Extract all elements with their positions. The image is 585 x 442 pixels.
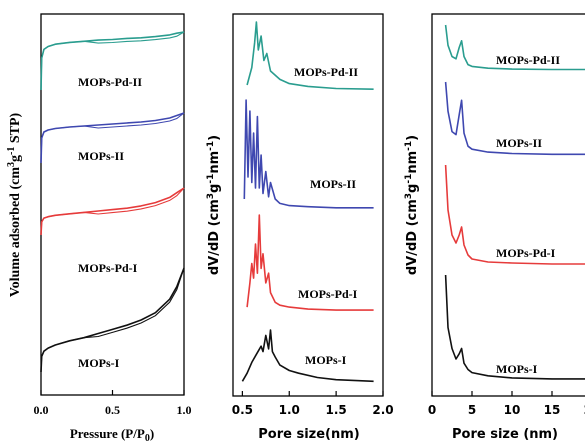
x-tick-label: 1.0 xyxy=(279,403,300,417)
series-label: MOPs-I xyxy=(305,353,347,367)
x-tick-label: 20 xyxy=(584,403,585,417)
x-tick-label: 5 xyxy=(468,403,476,417)
plot-frame xyxy=(232,13,384,397)
series-layer xyxy=(444,24,585,380)
x-tick-label: 2.0 xyxy=(372,403,393,417)
x-tick-label: 0.5 xyxy=(105,403,120,417)
x-tick-label: 1.5 xyxy=(325,403,346,417)
x-tick-label: 0 xyxy=(428,403,436,417)
series-label: MOPs-II xyxy=(78,149,124,163)
series-line xyxy=(246,21,374,90)
x-tick-label: 15 xyxy=(544,403,561,417)
series-line xyxy=(40,187,185,236)
plot-frame xyxy=(431,13,585,397)
x-tick-label: 0.5 xyxy=(232,403,253,417)
series-line-desorption xyxy=(40,31,185,91)
series-label: MOPs-I xyxy=(78,356,120,370)
series-label: MOPs-Pd-II xyxy=(496,53,560,67)
y-axis-title: dV/dD (cm3g-1nm-1) xyxy=(404,135,420,275)
series-label: MOPs-Pd-I xyxy=(78,261,138,275)
series-line xyxy=(241,329,374,383)
series-layer xyxy=(40,31,185,373)
x-axis-title: Pressure (P/P0) xyxy=(70,426,154,442)
series-line xyxy=(444,164,585,265)
x-axis-title: Pore size(nm) xyxy=(258,427,359,442)
series-line-desorption xyxy=(40,267,185,373)
series-line-desorption xyxy=(40,112,185,164)
series-label: MOPs-Pd-II xyxy=(294,65,358,79)
series-line xyxy=(444,274,585,380)
panel-isotherms: MOPs-Pd-II MOPs-II MOPs-Pd-I MOPs-I 0.0 0.5 1… xyxy=(6,13,192,442)
x-tick-layer: 0.5 1.0 1.5 2.0 xyxy=(232,391,394,417)
series-line xyxy=(444,81,585,156)
series-label: MOPs-I xyxy=(496,362,538,376)
series-line xyxy=(246,214,374,311)
panel-pore-size-meso: MOPs-Pd-II MOPs-II MOPs-Pd-I MOPs-I 0 5 10 15 2… xyxy=(404,13,585,442)
series-line xyxy=(243,99,374,209)
y-axis-title: Volume adsorbed (cm3g-1 STP) xyxy=(6,112,23,297)
series-layer xyxy=(241,21,374,383)
series-label: MOPs-Pd-I xyxy=(298,287,358,301)
x-tick-layer: 0 5 10 15 20 xyxy=(428,391,585,417)
series-label: MOPs-Pd-I xyxy=(496,246,556,260)
y-axis-title: dV/dD (cm3g-1nm-1) xyxy=(206,135,222,275)
x-axis-title: Pore size (nm) xyxy=(452,427,558,442)
series-label: MOPs-II xyxy=(310,177,356,191)
x-tick-label: 10 xyxy=(504,403,521,417)
series-line xyxy=(444,24,585,71)
series-label-layer: MOPs-Pd-II MOPs-II MOPs-Pd-I MOPs-I xyxy=(294,65,358,367)
series-label: MOPs-Pd-II xyxy=(78,75,142,89)
panel-pore-size-micro: MOPs-Pd-II MOPs-II MOPs-Pd-I MOPs-I 0.5 1.0 1… xyxy=(206,13,394,442)
series-label-layer: MOPs-Pd-II MOPs-II MOPs-Pd-I MOPs-I xyxy=(78,75,142,370)
x-tick-layer: 0.0 0.5 1.0 xyxy=(34,390,192,417)
x-tick-label: 0.0 xyxy=(34,403,49,417)
plot-frame xyxy=(40,13,185,396)
x-tick-label: 1.0 xyxy=(177,403,192,417)
series-label: MOPs-II xyxy=(496,136,542,150)
series-label-layer: MOPs-Pd-II MOPs-II MOPs-Pd-I MOPs-I xyxy=(496,53,560,376)
series-line-desorption xyxy=(40,187,185,236)
